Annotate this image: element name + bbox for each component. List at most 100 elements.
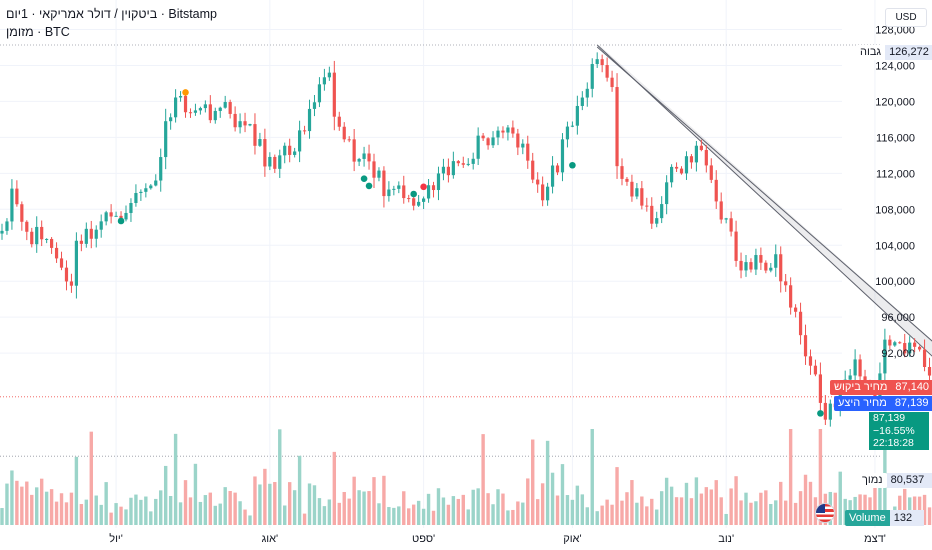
candle-body xyxy=(694,145,698,163)
candle-body xyxy=(362,153,366,159)
candle-body xyxy=(69,281,74,286)
candle-body xyxy=(238,121,242,128)
volume-bar xyxy=(496,489,500,525)
candle-body xyxy=(337,116,341,127)
volume-bar xyxy=(20,486,24,525)
currency-button[interactable]: USD xyxy=(885,8,927,27)
volume-bar xyxy=(704,487,709,525)
volume-bar xyxy=(456,498,461,525)
candle-body xyxy=(605,65,609,78)
volume-bar xyxy=(302,513,307,525)
candle-body xyxy=(154,180,158,186)
candle-body xyxy=(496,130,500,138)
candle-body xyxy=(665,182,669,205)
volume-bar xyxy=(659,491,664,525)
volume-bar xyxy=(312,485,317,525)
candle-body xyxy=(744,262,748,271)
volume-bar xyxy=(139,499,143,525)
volume-bar xyxy=(183,480,188,525)
candle-body xyxy=(531,160,535,180)
trendline-upper xyxy=(596,46,932,342)
candle-body xyxy=(922,349,927,367)
time-axis[interactable]: יול'אוג'ספט'אוק'נוב'דצמ'2026 xyxy=(109,532,932,545)
candle-body xyxy=(491,137,495,146)
event-markers[interactable] xyxy=(117,89,932,417)
volume-bar xyxy=(922,494,927,525)
candle-body xyxy=(149,185,153,189)
candle-body xyxy=(129,203,133,213)
volume-bar xyxy=(585,507,589,525)
candle-body xyxy=(764,262,768,271)
candle-body xyxy=(794,307,798,312)
candle-body xyxy=(521,143,525,148)
candle-body xyxy=(169,117,173,122)
volume-bar xyxy=(471,489,475,525)
bar-countdown: 22:18:28 xyxy=(873,437,914,449)
candle-body xyxy=(580,97,584,106)
volume-bar xyxy=(749,502,753,525)
candle-body xyxy=(456,161,460,164)
candle-body xyxy=(382,170,386,197)
candle-body xyxy=(779,254,783,282)
candle-body xyxy=(908,342,912,354)
candle-body xyxy=(461,163,465,165)
volume-bar xyxy=(506,510,510,525)
candle-body xyxy=(848,375,852,380)
volume-bar xyxy=(595,511,599,525)
event-marker xyxy=(410,190,417,198)
candle-body xyxy=(407,198,411,200)
candle-body xyxy=(526,143,530,161)
candle-body xyxy=(570,125,574,127)
volume-bar xyxy=(213,505,217,525)
candle-body xyxy=(119,215,123,220)
volume-bar xyxy=(426,493,431,525)
candle-body xyxy=(159,157,163,181)
candle-body xyxy=(625,178,629,182)
candle-body xyxy=(620,166,624,179)
volume-bar xyxy=(436,488,441,525)
volume-bar xyxy=(744,492,748,525)
candle-body xyxy=(0,230,4,234)
volume-bar xyxy=(54,501,59,525)
volume-bar xyxy=(650,498,654,525)
volume-bar xyxy=(878,479,882,525)
candle-body xyxy=(476,135,480,159)
volume-bar xyxy=(228,491,232,525)
volume-bar xyxy=(655,509,659,525)
volume-bar xyxy=(421,508,426,525)
candle-body xyxy=(595,59,599,65)
candle-body xyxy=(511,127,515,134)
candle-body xyxy=(565,126,570,140)
candle-body xyxy=(660,204,664,219)
volume-label: Volume xyxy=(845,510,890,526)
candle-body xyxy=(25,221,29,232)
candle-body xyxy=(709,165,713,180)
x-tick-label: ספט' xyxy=(412,533,435,545)
volume-bar xyxy=(793,502,798,525)
bid-value: 87,139 xyxy=(890,396,932,411)
price-axis[interactable]: 128,000 124,000 120,000 116,000 112,000 108,0… xyxy=(875,24,915,360)
symbol-legend[interactable]: Bitstamp · ביטקוין / דולר אמריקאי · 1יום xyxy=(6,7,217,21)
event-marker xyxy=(365,182,373,190)
event-marker xyxy=(360,175,368,183)
trend-channel[interactable] xyxy=(596,44,932,441)
candle-body xyxy=(734,231,738,261)
volume-bar xyxy=(134,494,138,525)
candle-body xyxy=(451,161,455,176)
volume-bar xyxy=(307,483,312,525)
y-tick-label: 104,000 xyxy=(875,240,915,252)
candle-body xyxy=(174,97,178,118)
candle-body xyxy=(203,104,207,109)
us-flag-icon[interactable] xyxy=(815,503,835,523)
volume-bar xyxy=(630,480,634,525)
candle-body xyxy=(20,204,24,222)
candle-body xyxy=(422,198,426,202)
candle-body xyxy=(714,179,718,202)
volume-bar xyxy=(526,478,530,525)
volume-bar xyxy=(694,477,699,525)
y-tick-label: 92,000 xyxy=(881,348,915,360)
candle-body xyxy=(50,238,54,248)
volume-bar xyxy=(382,475,386,525)
candle-body xyxy=(431,185,436,191)
